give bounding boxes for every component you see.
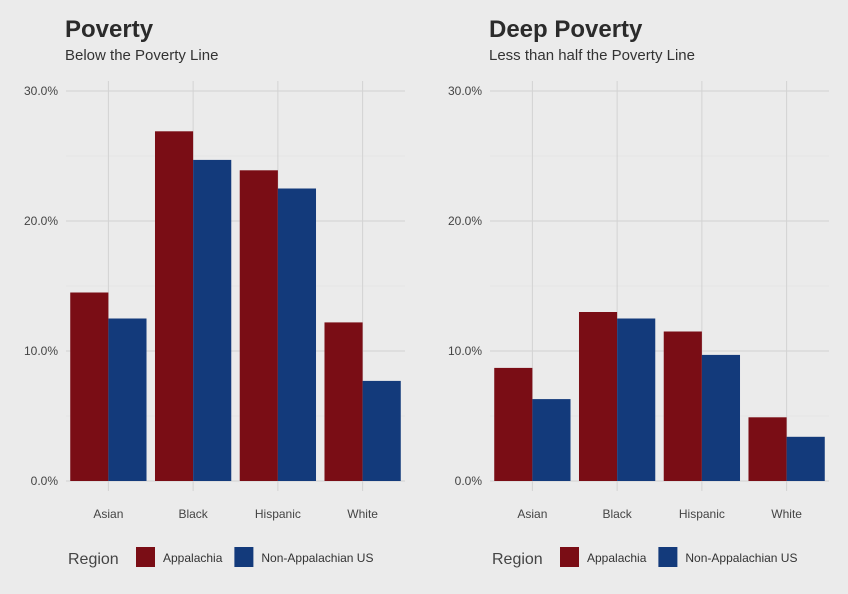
x-tick-label: Black [602, 507, 632, 521]
bar-hispanic-appalachia [239, 170, 278, 482]
bar-hispanic-non-appalachian [277, 188, 317, 481]
bar-asian-appalachia [494, 367, 533, 481]
y-tick-label: 10.0% [448, 344, 482, 358]
legend-title: Region [68, 551, 119, 568]
bar-white-appalachia [748, 417, 787, 481]
bar-black-appalachia [578, 312, 618, 481]
x-tick-label: Asian [517, 507, 547, 521]
x-tick-label: Hispanic [679, 507, 725, 521]
bar-hispanic-appalachia [663, 331, 702, 481]
legend-title: Region [492, 551, 543, 568]
y-tick-label: 20.0% [448, 214, 482, 228]
chart-title: Poverty [65, 16, 154, 43]
y-tick-label: 0.0% [455, 474, 483, 488]
bar-hispanic-non-appalachian [701, 354, 741, 481]
chart-subtitle: Less than half the Poverty Line [489, 47, 695, 64]
y-tick-label: 30.0% [448, 84, 482, 98]
chart-title: Deep Poverty [489, 16, 643, 43]
legend-swatch [560, 547, 579, 567]
legend-swatch [234, 547, 254, 567]
x-tick-label: Black [178, 507, 208, 521]
y-tick-label: 30.0% [24, 84, 58, 98]
bar-asian-appalachia [70, 292, 109, 481]
bar-white-non-appalachian [362, 380, 401, 481]
bar-asian-non-appalachian [532, 399, 571, 481]
y-tick-label: 10.0% [24, 344, 58, 358]
legend-label: Appalachia [587, 551, 647, 565]
legend-label: Non-Appalachian US [685, 551, 797, 565]
bar-white-non-appalachian [786, 436, 825, 481]
x-tick-label: White [771, 507, 802, 521]
legend-swatch [658, 547, 678, 567]
x-tick-label: Asian [93, 507, 123, 521]
bar-black-non-appalachian [617, 318, 656, 481]
x-tick-label: White [347, 507, 378, 521]
x-tick-label: Hispanic [255, 507, 301, 521]
y-tick-label: 20.0% [24, 214, 58, 228]
legend-label: Non-Appalachian US [261, 551, 373, 565]
bar-black-appalachia [154, 131, 194, 482]
bar-asian-non-appalachian [108, 318, 147, 481]
legend-label: Appalachia [163, 551, 223, 565]
chart-subtitle: Below the Poverty Line [65, 47, 218, 64]
legend-swatch [136, 547, 155, 567]
bar-black-non-appalachian [193, 159, 232, 481]
bar-white-appalachia [324, 322, 363, 481]
y-tick-label: 0.0% [31, 474, 59, 488]
